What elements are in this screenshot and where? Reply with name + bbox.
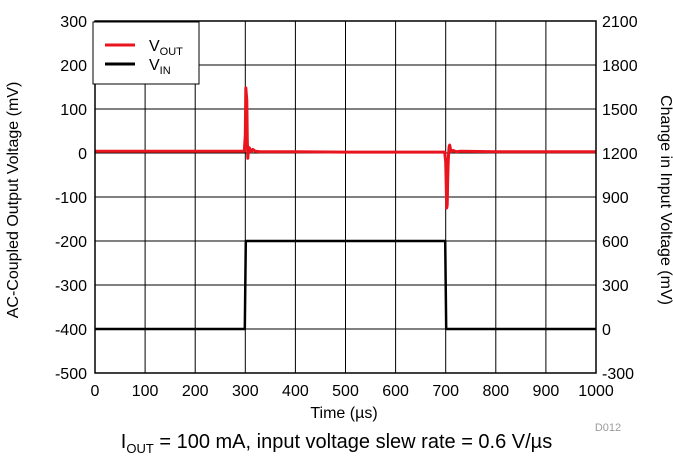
- left-tick-label: -200: [55, 234, 87, 251]
- right-tick-label: 600: [602, 234, 629, 251]
- x-axis-ticks: 0 100 200 300 400 500 600 700 800 900 1000: [91, 383, 614, 400]
- caption-rest: = 100 mA, input voltage slew rate = 0.6 …: [153, 431, 553, 453]
- caption-sub: OUT: [126, 441, 154, 456]
- legend-label-vin: VIN: [149, 57, 171, 77]
- caption-i: I: [120, 431, 127, 453]
- x-tick-label: 400: [282, 383, 309, 400]
- left-tick-label: 100: [60, 102, 87, 119]
- right-tick-label: 900: [602, 190, 629, 207]
- x-axis-label: Time (µs): [310, 405, 377, 422]
- right-axis-label: Change in Input Voltage (mV): [657, 95, 673, 305]
- left-tick-label: 300: [60, 14, 87, 31]
- x-tick-label: 900: [533, 383, 560, 400]
- right-tick-label: 1500: [602, 102, 638, 119]
- x-tick-label: 200: [182, 383, 209, 400]
- x-tick-label: 800: [482, 383, 509, 400]
- legend-box: [92, 21, 200, 85]
- plot-border: [94, 20, 597, 374]
- left-tick-label: -500: [55, 366, 87, 383]
- x-tick-label: 500: [332, 383, 359, 400]
- right-tick-label: 300: [602, 278, 629, 295]
- right-tick-label: -300: [602, 366, 634, 383]
- figure-caption: IOUT = 100 mA, input voltage slew rate =…: [0, 430, 673, 461]
- left-axis-ticks: 300 200 100 0 -100 -200 -300 -400 -500: [55, 14, 87, 383]
- series-line-vout: [95, 86, 596, 210]
- x-tick-label: 300: [232, 383, 259, 400]
- right-axis-ticks: 2100 1800 1500 1200 900 600 300 0 -300: [602, 14, 638, 383]
- x-tick-label: 100: [132, 383, 159, 400]
- left-tick-label: -100: [55, 190, 87, 207]
- left-tick-label: 0: [78, 146, 87, 163]
- legend-label-vout: VOUT: [149, 38, 183, 58]
- x-tick-label: 1000: [578, 383, 614, 400]
- figure-id: D012: [595, 422, 621, 434]
- series-layer: [95, 86, 596, 331]
- right-tick-label: 1200: [602, 146, 638, 163]
- x-tick-label: 600: [382, 383, 409, 400]
- left-tick-label: -300: [55, 278, 87, 295]
- left-tick-label: 200: [60, 58, 87, 75]
- legend: VOUT VIN: [92, 21, 200, 85]
- right-tick-label: 0: [602, 322, 611, 339]
- right-tick-label: 1800: [602, 58, 638, 75]
- x-tick-label: 700: [432, 383, 459, 400]
- series-line-vin: [95, 239, 596, 331]
- right-tick-label: 2100: [602, 14, 638, 31]
- left-tick-label: -400: [55, 322, 87, 339]
- left-axis-label: AC-Coupled Output Voltage (mV): [5, 82, 22, 319]
- x-tick-label: 0: [91, 383, 100, 400]
